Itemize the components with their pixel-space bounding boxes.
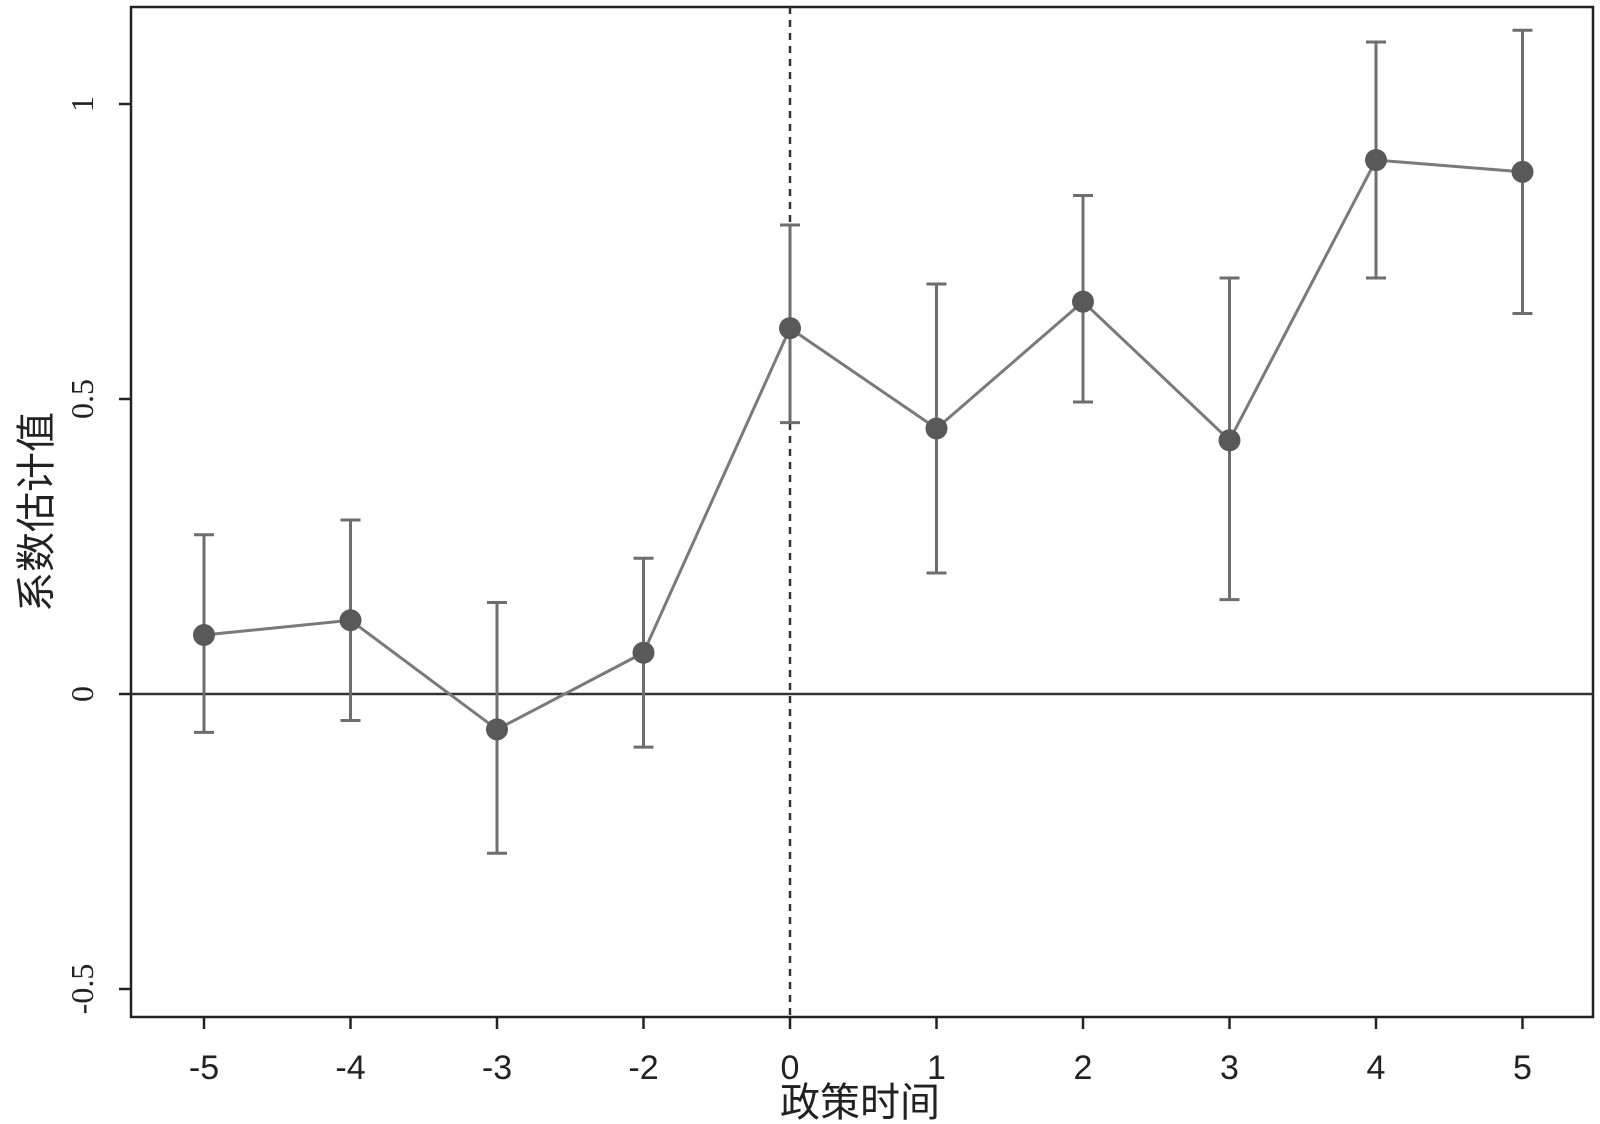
x-tick-label: 3 (1220, 1049, 1239, 1087)
y-tick-label: -0.5 (64, 964, 100, 1015)
y-axis: -0.5 0 0.5 1 (64, 96, 131, 1014)
data-point (1365, 149, 1387, 172)
y-tick-label: 0.5 (64, 379, 100, 419)
x-axis-title: 政策时间 (780, 1080, 940, 1124)
y-tick-label: 1 (64, 96, 100, 112)
x-tick-label: 0 (781, 1049, 800, 1087)
x-tick-label: -2 (628, 1049, 658, 1087)
data-point (632, 641, 655, 664)
x-tick-label: 1 (927, 1049, 946, 1087)
x-tick-label: 2 (1074, 1049, 1093, 1087)
x-tick-label: 5 (1513, 1049, 1532, 1087)
data-point (925, 417, 948, 440)
x-tick-label: 4 (1367, 1049, 1386, 1087)
y-axis-title: 系数估计值 (14, 412, 60, 612)
data-point (339, 609, 362, 632)
plot-area-frame (129, 5, 1595, 1019)
x-axis: -5 -4 -3 -2 0 1 2 3 4 5 (189, 1017, 1532, 1087)
data-point (1511, 160, 1534, 183)
x-tick-label: -4 (335, 1049, 365, 1087)
x-tick-label: -5 (189, 1049, 219, 1087)
data-point (193, 624, 215, 646)
series-line (203, 158, 1523, 732)
y-tick-label: 0 (64, 686, 100, 702)
reference-lines (131, 7, 1593, 1017)
data-point (486, 718, 508, 741)
data-point (1072, 290, 1094, 313)
series-layer (193, 28, 1534, 855)
x-tick-label: -3 (482, 1049, 512, 1087)
data-point (779, 317, 801, 340)
data-point (1218, 429, 1241, 452)
